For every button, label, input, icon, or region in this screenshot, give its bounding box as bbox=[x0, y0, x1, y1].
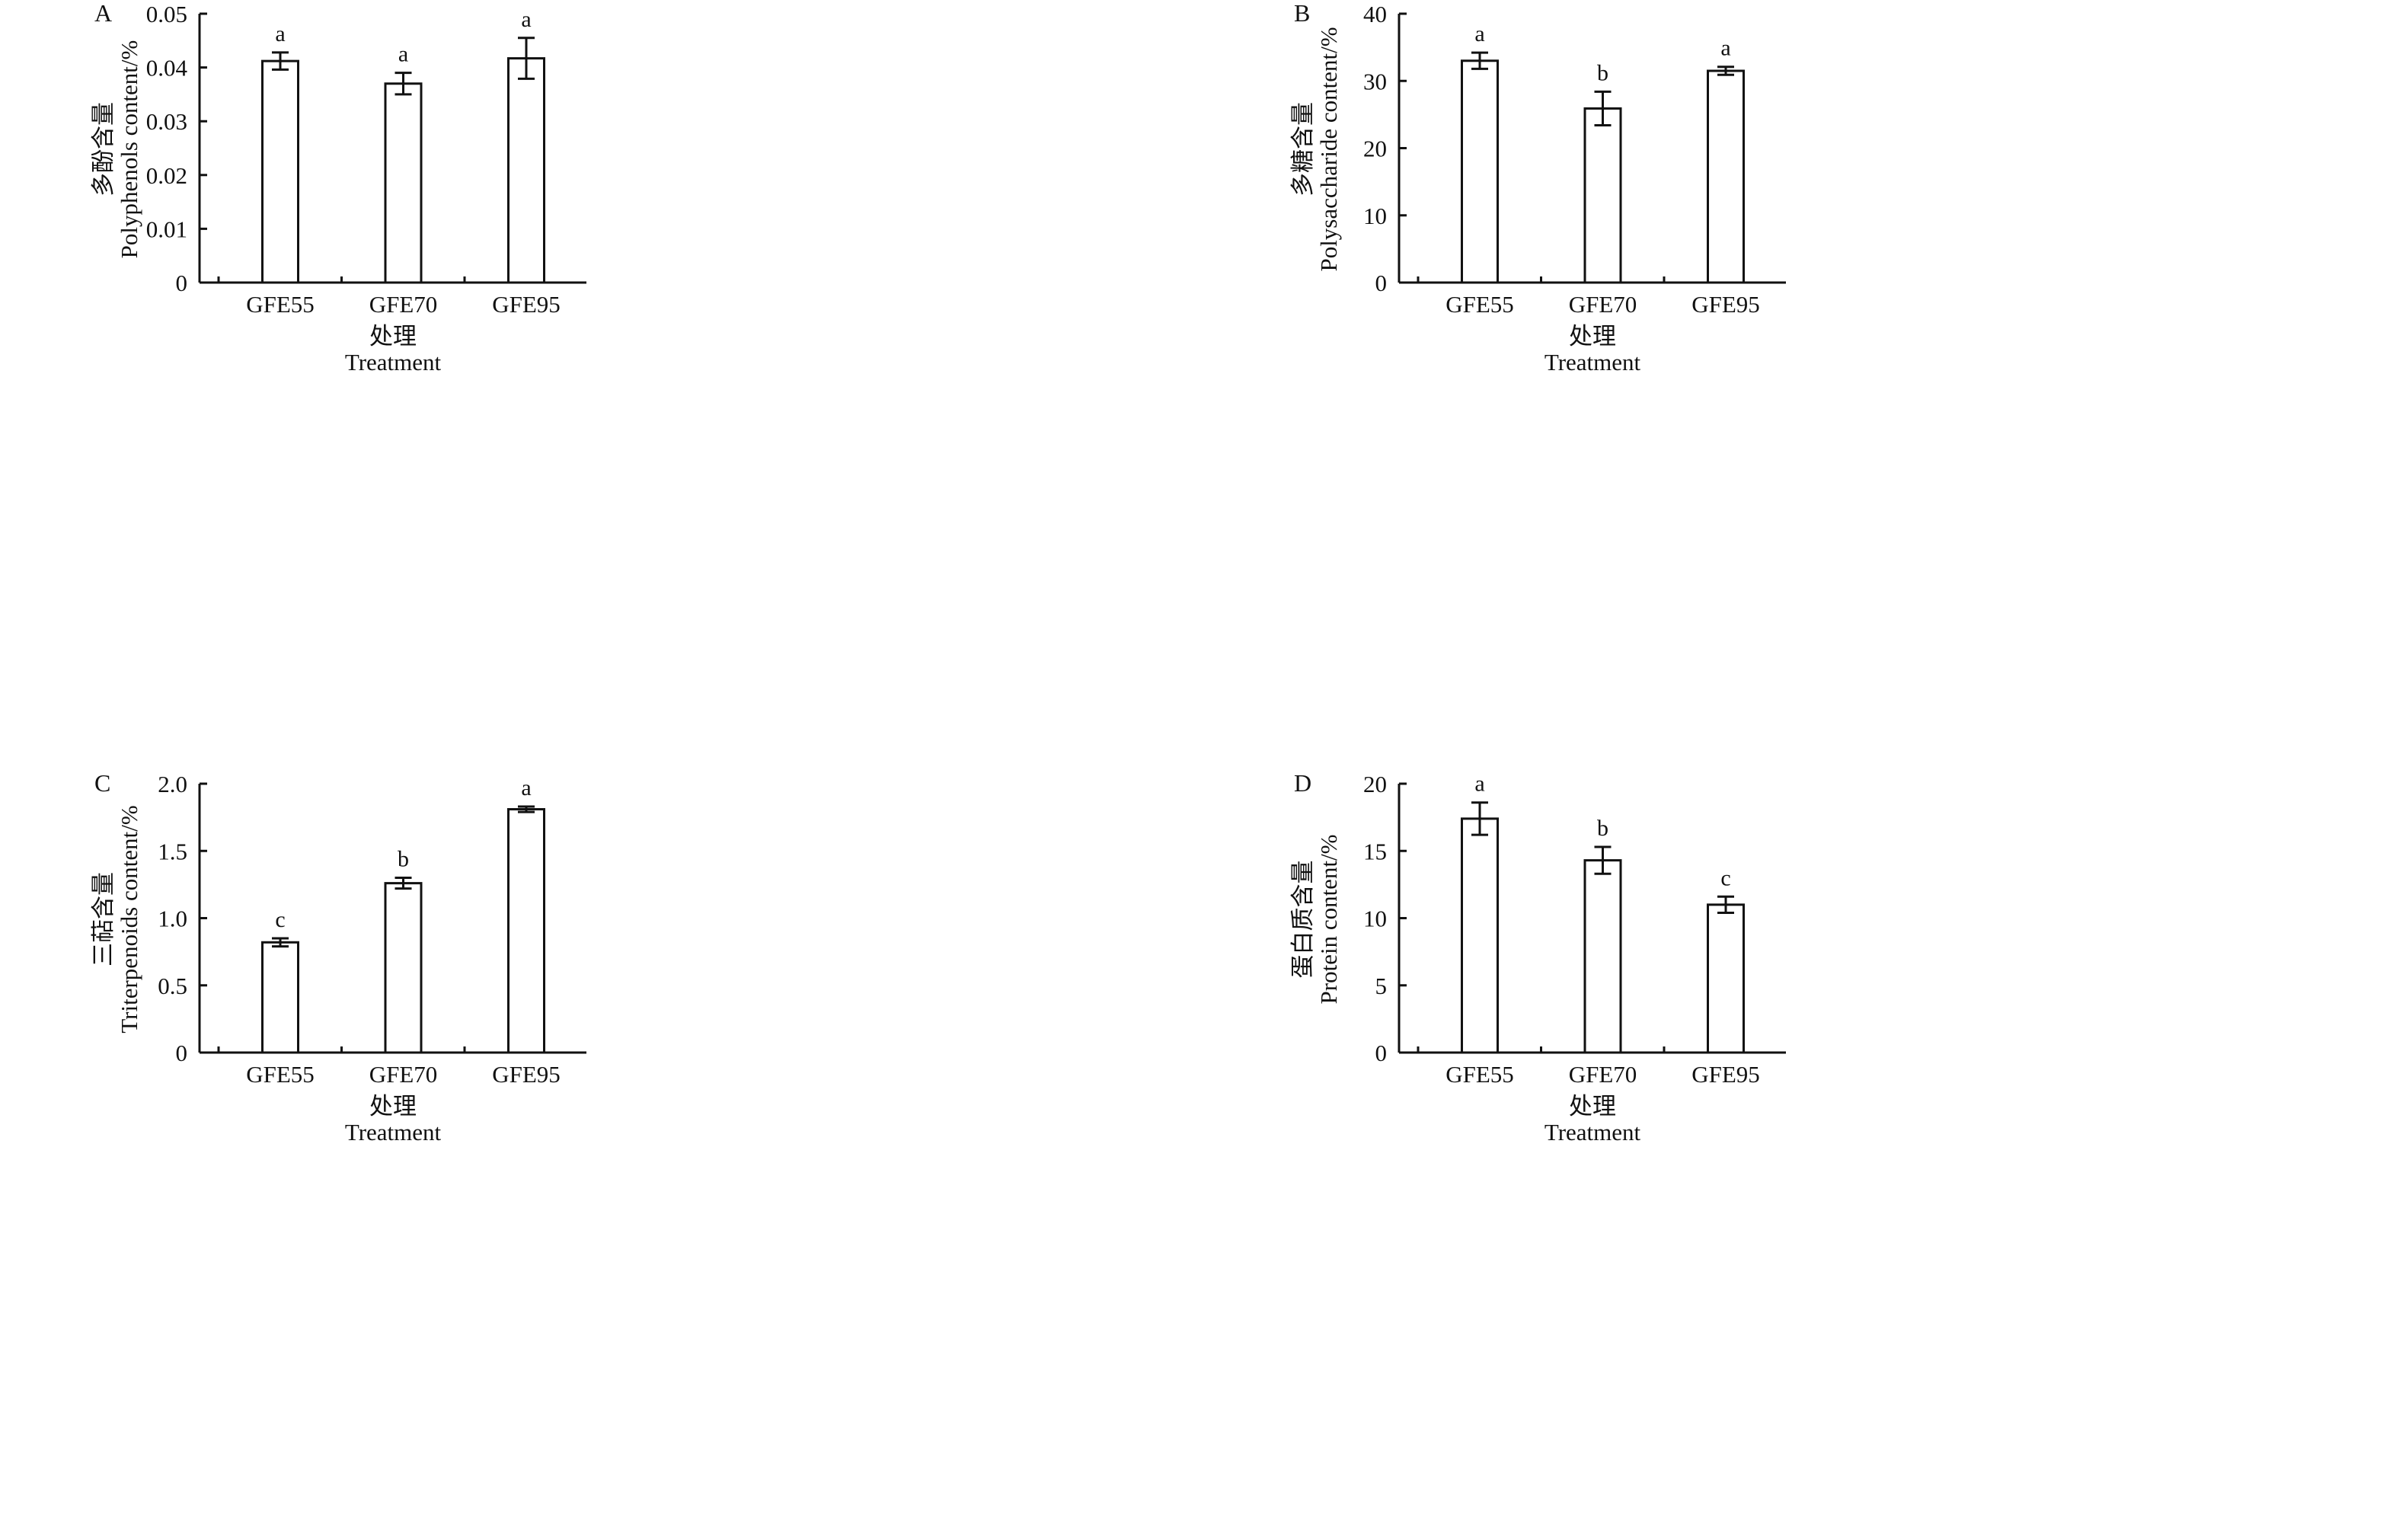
x-axis-title-cn: 处理 bbox=[1569, 323, 1616, 350]
y-tick-label: 40 bbox=[1363, 1, 1387, 27]
y-tick-label: 0 bbox=[1375, 270, 1388, 296]
x-tick-label: GFE55 bbox=[246, 291, 315, 318]
y-axis-title-cn: 多糖含量 bbox=[1289, 102, 1316, 196]
x-axis-title-cn: 处理 bbox=[369, 323, 417, 350]
panel-a-polyphenols: 0 0.01 0.02 0.03 0.04 0.05 a GFE55 a GFE70 a GFE95 处… bbox=[0, 0, 1200, 770]
chart-c-svg: 0 0.5 1.0 1.5 2.0 c GFE55 b GFE70 a GFE95 处理Treatme… bbox=[90, 770, 586, 1145]
x-axis-title-cn: 处理 bbox=[369, 1093, 417, 1120]
y-tick-label: 30 bbox=[1363, 68, 1387, 94]
panel-label: D bbox=[1294, 770, 1311, 797]
panel-d-protein: 0 5 10 15 20 a GFE55 b GFE70 c GFE95 处理 Treatment 蛋白质… bbox=[1200, 770, 2399, 1540]
y-tick-label: 0.02 bbox=[146, 162, 187, 189]
x-tick-label: GFE95 bbox=[492, 1061, 561, 1088]
y-tick-label: 1.5 bbox=[158, 838, 187, 864]
x-axis-title-en: Treatment bbox=[1544, 349, 1641, 375]
y-tick-label: 0.03 bbox=[146, 108, 187, 135]
significance-letter: a bbox=[398, 42, 408, 67]
y-tick-label: 5 bbox=[1375, 973, 1388, 999]
panel-label: C bbox=[94, 770, 110, 797]
panel-label: A bbox=[94, 0, 112, 27]
y-tick-label: 1.0 bbox=[158, 906, 187, 932]
significance-letter: c bbox=[1720, 865, 1730, 890]
x-tick-label: GFE70 bbox=[369, 1061, 438, 1088]
significance-letter: b bbox=[398, 847, 409, 872]
x-tick-label: GFE55 bbox=[1445, 1061, 1514, 1088]
x-tick-label: GFE70 bbox=[1569, 1061, 1637, 1088]
bar-gfe55 bbox=[1461, 817, 1499, 1054]
x-tick-label: GFE55 bbox=[246, 1061, 315, 1088]
x-axis-title-en: Treatment bbox=[345, 1119, 442, 1145]
bar-gfe95 bbox=[507, 57, 545, 284]
y-axis-title-cn: 蛋白质含量 bbox=[1289, 861, 1316, 979]
x-tick-label: GFE95 bbox=[1691, 291, 1760, 318]
bar-gfe70 bbox=[384, 882, 423, 1054]
y-tick-label: 0.04 bbox=[146, 55, 188, 81]
bar-gfe70 bbox=[1583, 859, 1622, 1054]
bar-gfe55 bbox=[261, 59, 299, 284]
y-tick-label: 0 bbox=[1375, 1040, 1388, 1066]
panel-label: B bbox=[1294, 0, 1310, 27]
y-axis-title-en: Polysaccharide content/% bbox=[1315, 27, 1342, 271]
bar-gfe95 bbox=[1707, 69, 1745, 284]
x-tick-label: GFE95 bbox=[1691, 1061, 1760, 1088]
bar-gfe55 bbox=[261, 941, 299, 1054]
y-tick-label: 10 bbox=[1363, 203, 1387, 229]
chart-a-svg: 0 0.01 0.02 0.03 0.04 0.05 a GFE55 a GFE70 a GFE95 处… bbox=[90, 0, 586, 375]
significance-letter: a bbox=[521, 775, 531, 800]
significance-letter: a bbox=[275, 21, 285, 46]
x-tick-label: GFE55 bbox=[1445, 291, 1514, 318]
x-tick-label: GFE95 bbox=[492, 291, 561, 318]
bar-gfe95 bbox=[1707, 903, 1745, 1054]
x-axis-title-en: Treatment bbox=[345, 349, 442, 375]
x-axis-title-en: Treatment bbox=[1544, 1119, 1641, 1145]
x-tick-label: GFE70 bbox=[369, 291, 438, 318]
significance-letter: a bbox=[521, 7, 531, 32]
y-tick-label: 0.01 bbox=[146, 216, 187, 242]
significance-letter: a bbox=[1474, 772, 1484, 797]
bar-gfe70 bbox=[1583, 107, 1622, 284]
panel-c-triterpenoids: 0 0.5 1.0 1.5 2.0 c GFE55 b GFE70 a GFE95 处理 Treatme… bbox=[0, 770, 1200, 1540]
y-tick-label: 0 bbox=[176, 270, 188, 296]
y-tick-label: 0.05 bbox=[146, 1, 187, 27]
bar-gfe55 bbox=[1461, 59, 1499, 284]
y-tick-label: 10 bbox=[1363, 906, 1387, 932]
significance-letter: c bbox=[275, 907, 285, 932]
y-axis-title-en: Protein content/% bbox=[1315, 835, 1342, 1005]
y-axis-title-cn: 三萜含量 bbox=[90, 872, 117, 966]
significance-letter: b bbox=[1597, 60, 1608, 85]
significance-letter: a bbox=[1474, 21, 1484, 46]
bar-gfe70 bbox=[384, 82, 423, 284]
significance-letter: a bbox=[1720, 36, 1730, 61]
y-axis-title-cn: 多酚含量 bbox=[90, 102, 117, 196]
y-tick-label: 0.5 bbox=[158, 973, 187, 999]
x-axis-title-cn: 处理 bbox=[1569, 1093, 1616, 1120]
y-tick-label: 15 bbox=[1363, 838, 1387, 864]
y-tick-label: 20 bbox=[1363, 136, 1387, 162]
bar-gfe95 bbox=[507, 808, 545, 1054]
panel-b-polysaccharide: 0 10 20 30 40 a GFE55 b GFE70 a GFE95 处理 Treatment 多糖… bbox=[1200, 0, 2399, 770]
y-axis-title-en: Polyphenols content/% bbox=[116, 40, 142, 259]
significance-letter: b bbox=[1597, 816, 1608, 841]
y-tick-label: 0 bbox=[176, 1040, 188, 1066]
x-tick-label: GFE70 bbox=[1569, 291, 1637, 318]
y-tick-label: 20 bbox=[1363, 771, 1387, 797]
y-tick-label: 2.0 bbox=[158, 771, 187, 797]
y-axis-title-en: Triterpenoids content/% bbox=[116, 805, 142, 1033]
